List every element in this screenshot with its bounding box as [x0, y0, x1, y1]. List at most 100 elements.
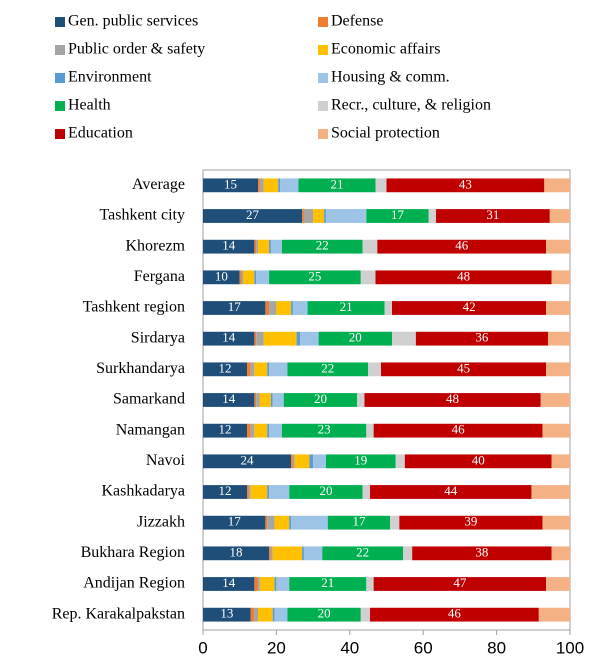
bar-segment: [386, 178, 545, 193]
bar-segment: [360, 607, 370, 622]
bar-segment: [272, 607, 275, 622]
bar-segment: [313, 209, 325, 223]
y-tick-label: Namangan: [116, 421, 185, 438]
bar-segment: [203, 393, 255, 407]
bar-segment: [366, 209, 429, 223]
bar-segment: [291, 301, 293, 315]
data-label: 46: [452, 422, 466, 437]
legend-swatch: [55, 129, 65, 139]
bar-segment: [360, 270, 376, 285]
data-label: 21: [340, 299, 353, 314]
bar-segment: [544, 178, 570, 193]
bar-segment: [546, 301, 570, 315]
legend-label: Education: [68, 125, 133, 142]
y-tick-label: Surkhandarya: [96, 360, 185, 377]
y-tick-label: Tashkent city: [99, 207, 185, 224]
bar-segment: [203, 515, 266, 530]
bar-segment: [280, 178, 299, 193]
y-tick-label: Kashkadarya: [101, 483, 185, 500]
bar-segment: [203, 607, 251, 622]
data-label: 18: [230, 544, 243, 559]
bar-segment: [364, 393, 541, 407]
bar-segment: [369, 485, 532, 499]
legend-swatch: [318, 45, 328, 55]
bar-segment: [269, 362, 288, 377]
bar-segment: [318, 331, 393, 346]
bar-segment: [274, 577, 277, 591]
bar-segment: [265, 301, 270, 315]
legend-label: Housing & comm.: [331, 69, 450, 86]
y-tick-label: Andijan Region: [83, 575, 185, 592]
bar-segment: [269, 239, 271, 254]
bar-segment: [302, 546, 304, 561]
bar-segment: [302, 209, 304, 223]
legend-swatch: [55, 17, 65, 27]
x-tick-label: 80: [487, 638, 506, 657]
bar-segment: [256, 270, 270, 285]
data-label: 42: [463, 299, 476, 314]
bar-segment: [291, 515, 328, 530]
bar-segment: [375, 178, 387, 193]
bar-segment: [380, 362, 547, 377]
bar-segment: [254, 362, 268, 377]
bar-segment: [203, 546, 270, 561]
legend-swatch: [55, 73, 65, 83]
legend-swatch: [318, 129, 328, 139]
y-tick-label: Average: [132, 176, 185, 193]
bar-segment: [259, 577, 275, 591]
data-label: 36: [475, 330, 489, 345]
bar-segment: [267, 423, 270, 438]
legend-swatch: [55, 45, 65, 55]
data-label: 17: [228, 299, 242, 314]
data-label: 14: [222, 391, 236, 406]
bar-segment: [203, 485, 248, 499]
bar-segment: [248, 485, 251, 499]
data-label: 27: [246, 207, 260, 222]
data-label: 48: [446, 391, 459, 406]
bar-segment: [531, 485, 570, 499]
bar-segment: [289, 577, 367, 591]
bar-segment: [390, 515, 400, 530]
bar-segment: [270, 239, 282, 254]
data-label: 20: [349, 330, 362, 345]
bar-segment: [247, 485, 249, 499]
bar-segment: [256, 393, 260, 407]
bar-segment: [259, 393, 271, 407]
data-label: 48: [457, 268, 470, 283]
data-label: 12: [219, 483, 232, 498]
bar-segment: [542, 515, 570, 530]
data-label: 22: [316, 238, 329, 253]
bar-segment: [287, 362, 369, 377]
data-label: 22: [356, 544, 369, 559]
bar-segment: [203, 331, 255, 346]
bar-segment: [551, 546, 570, 561]
bar-segment: [289, 515, 292, 530]
bar-segment: [281, 423, 367, 438]
bar-segment: [546, 239, 570, 254]
bar-segment: [203, 178, 259, 193]
bar-segment: [292, 301, 308, 315]
bar-segment: [239, 270, 242, 285]
data-label: 43: [459, 176, 472, 191]
legend-label: Recr., culture, & religion: [331, 97, 491, 114]
bar-segment: [291, 454, 293, 469]
bar-segment: [274, 607, 288, 622]
data-label: 14: [222, 238, 236, 253]
bar-segment: [395, 454, 405, 469]
bar-segment: [276, 301, 292, 315]
bar-segment: [327, 515, 391, 530]
bar-segment: [375, 270, 552, 285]
bar-segment: [366, 577, 374, 591]
y-tick-label: Bukhara Region: [81, 544, 185, 561]
data-label: 24: [241, 452, 255, 467]
bar-segment: [362, 485, 370, 499]
bar-segment: [377, 239, 547, 254]
bar-segment: [203, 423, 248, 438]
bar-segment: [272, 393, 284, 407]
bar-segment: [313, 454, 326, 469]
bar-segment: [292, 454, 295, 469]
bar-segment: [267, 362, 270, 377]
bar-segment: [254, 393, 257, 407]
bar-segment: [428, 209, 437, 223]
